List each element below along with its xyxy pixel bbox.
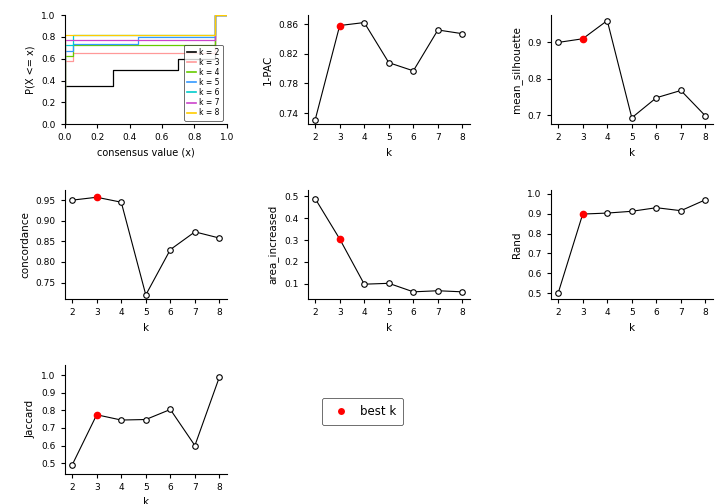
X-axis label: k: k [143, 497, 149, 504]
Y-axis label: Jaccard: Jaccard [26, 400, 36, 438]
X-axis label: consensus value (x): consensus value (x) [97, 148, 194, 158]
X-axis label: k: k [386, 323, 392, 333]
X-axis label: k: k [629, 148, 635, 158]
Y-axis label: mean_silhouette: mean_silhouette [511, 26, 522, 113]
Y-axis label: 1-PAC: 1-PAC [263, 54, 273, 85]
X-axis label: k: k [386, 148, 392, 158]
Legend: k = 2, k = 3, k = 4, k = 5, k = 6, k = 7, k = 8: k = 2, k = 3, k = 4, k = 5, k = 6, k = 7… [184, 44, 223, 120]
Y-axis label: concordance: concordance [20, 211, 30, 278]
X-axis label: k: k [629, 323, 635, 333]
X-axis label: k: k [143, 323, 149, 333]
Legend: best k: best k [322, 398, 403, 425]
Y-axis label: area_increased: area_increased [268, 205, 279, 284]
Y-axis label: Rand: Rand [512, 231, 522, 258]
Y-axis label: P(X <= x): P(X <= x) [26, 45, 36, 94]
